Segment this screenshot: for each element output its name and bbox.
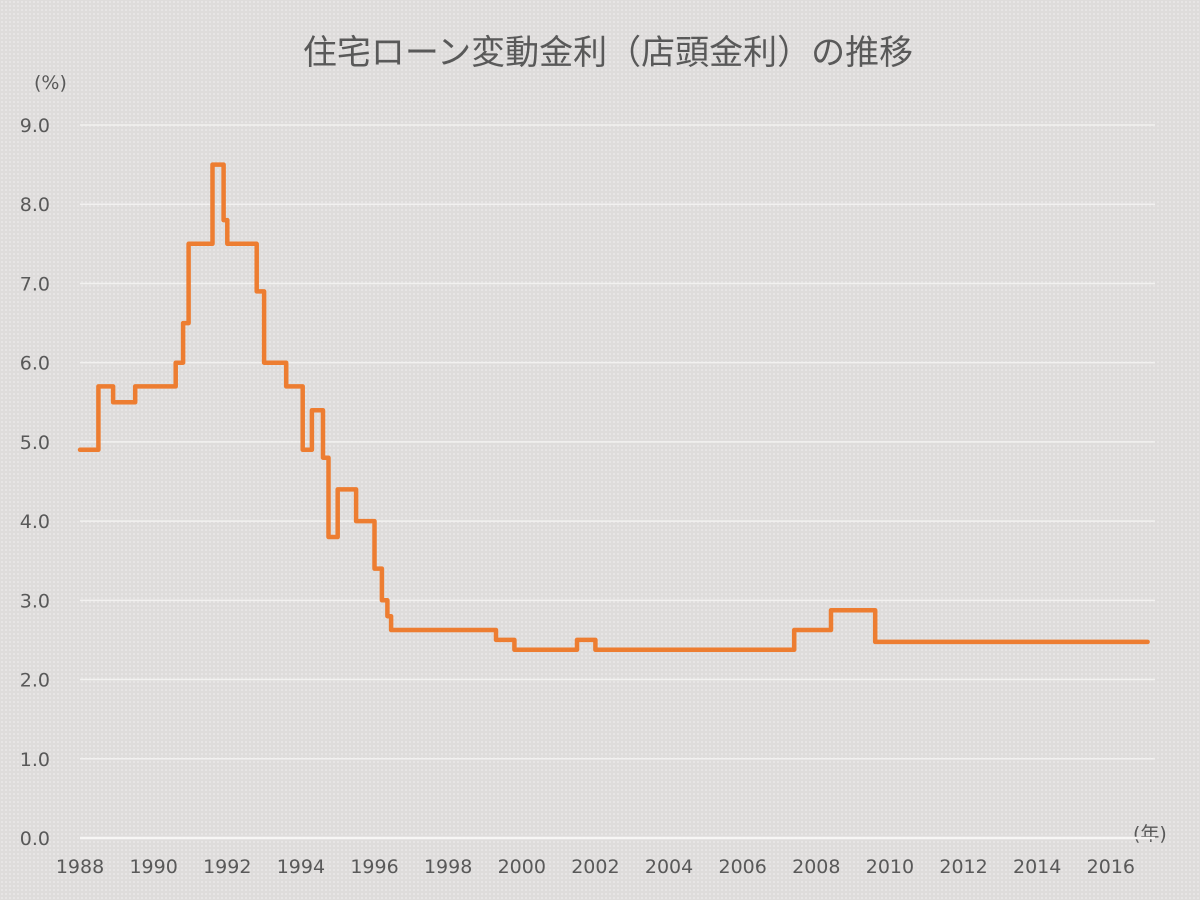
y-tick-label: 2.0 [20,670,50,692]
x-tick-label: 2002 [571,856,619,878]
x-tick-label: 1996 [350,856,398,878]
y-tick-label: 7.0 [20,273,50,295]
x-tick-label: 2008 [792,856,840,878]
series-group [77,162,1150,653]
x-tick-label: 2012 [939,856,987,878]
y-tick-label: 9.0 [20,115,50,137]
chart-title: 住宅ローン変動金利（店頭金利）の推移 [303,33,913,73]
x-tick-label: 2014 [1013,856,1061,878]
y-tick-label: 0.0 [20,828,50,850]
x-tick-label: 1994 [277,856,325,878]
y-tick-label: 4.0 [20,511,50,533]
x-tick-label: 2016 [1087,856,1135,878]
y-tick-label: 5.0 [20,432,50,454]
x-tick-label: 1988 [56,856,104,878]
series-line [77,162,1150,653]
x-tick-label: 2010 [866,856,914,878]
x-tick-label: 1992 [203,856,251,878]
x-axis-ticks: 1988 1990 1992 1994 1996 1998 2000 2002 2004 2006… [56,856,1135,878]
x-tick-label: 2004 [645,856,693,878]
y-tick-label: 1.0 [20,749,50,771]
x-axis-unit-label: (年) [1133,823,1167,845]
x-tick-label: 1998 [424,856,472,878]
y-tick-label: 3.0 [20,590,50,612]
y-axis-unit-label: (%) [34,72,67,94]
gridlines [80,124,1155,840]
y-tick-label: 8.0 [20,194,50,216]
y-axis-ticks: 0.0 1.0 2.0 3.0 4.0 5.0 6.0 7.0 8.0 9.0 [20,115,50,850]
y-tick-label: 6.0 [20,353,50,375]
x-tick-label: 1990 [129,856,177,878]
x-tick-label: 2000 [498,856,546,878]
x-tick-label: 2006 [718,856,766,878]
